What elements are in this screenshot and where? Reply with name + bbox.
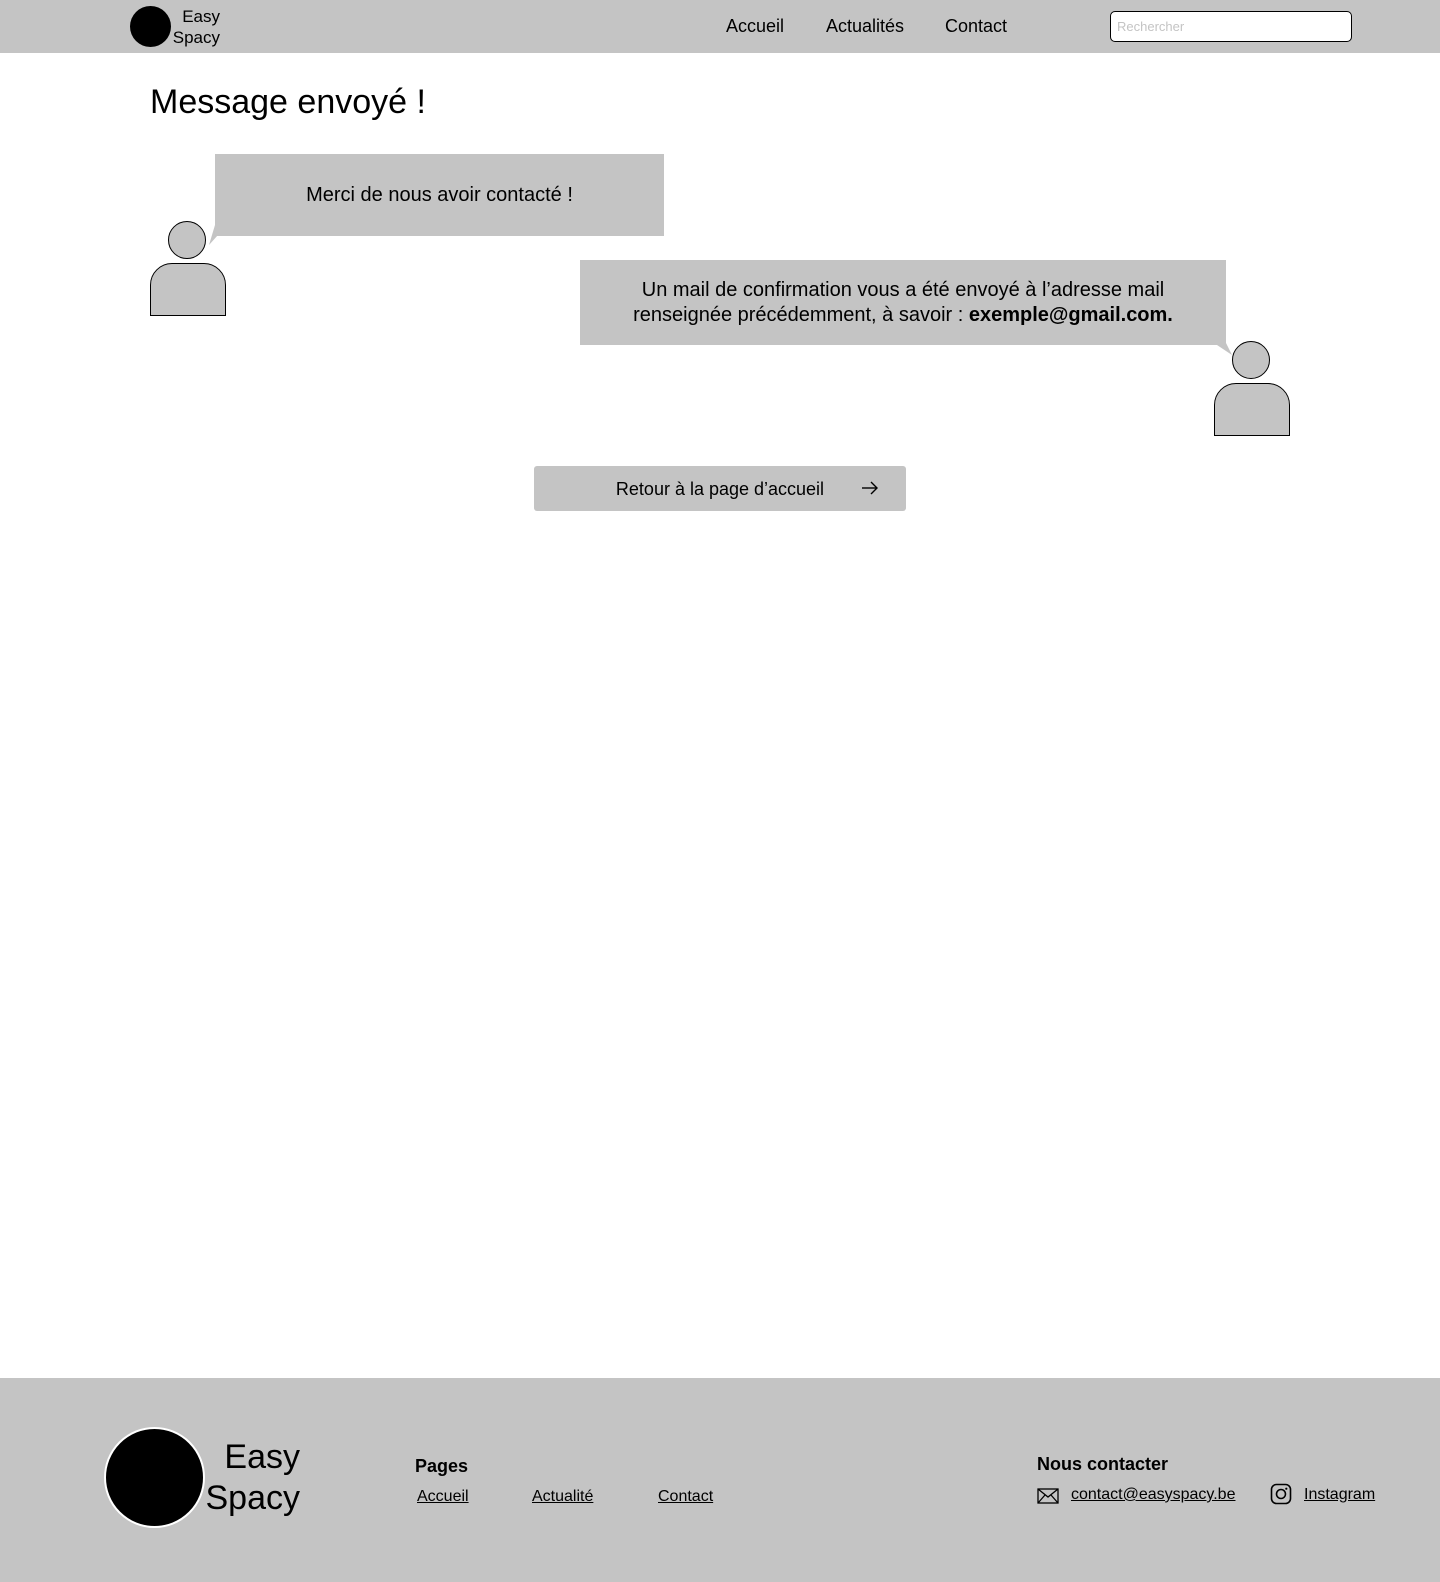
footer-brand-name: Easy Spacy bbox=[196, 1437, 301, 1519]
brand-name-line-1: Easy bbox=[182, 7, 220, 26]
user-avatar-right bbox=[1214, 341, 1290, 436]
top-nav-bar: Easy Spacy Accueil Actualités Contact bbox=[0, 0, 1440, 53]
footer-brand-name-line-2: Spacy bbox=[205, 1479, 301, 1517]
footer-instagram-link[interactable]: Instagram bbox=[1304, 1486, 1376, 1503]
speech-bubble-confirmation: Un mail de confirmation vous a été envoy… bbox=[580, 260, 1226, 345]
brand-name-line-2: Spacy bbox=[172, 28, 220, 47]
footer-logo-circle bbox=[104, 1427, 205, 1528]
footer-contact-heading: Nous contacter bbox=[1037, 1454, 1169, 1474]
footer-link-contact[interactable]: Contact bbox=[658, 1488, 714, 1505]
speech-bubble-thanks-text: Merci de nous avoir contacté ! bbox=[306, 184, 573, 206]
brand-logo[interactable]: Easy Spacy bbox=[130, 6, 240, 48]
avatar-head bbox=[168, 221, 206, 259]
footer-email-link[interactable]: contact@easyspacy.be bbox=[1071, 1486, 1236, 1503]
avatar-body bbox=[150, 263, 226, 316]
page-title: Message envoyé ! bbox=[150, 83, 426, 121]
nav-link-accueil[interactable]: Accueil bbox=[726, 16, 785, 36]
footer-link-actualite[interactable]: Actualité bbox=[532, 1488, 594, 1505]
avatar-head bbox=[1232, 341, 1270, 379]
footer-brand-name-line-1: Easy bbox=[224, 1438, 300, 1476]
logo-circle bbox=[130, 6, 171, 47]
footer-link-accueil[interactable]: Accueil bbox=[417, 1488, 469, 1505]
search-input[interactable] bbox=[1110, 11, 1352, 42]
nav-link-contact[interactable]: Contact bbox=[945, 16, 1008, 36]
speech-bubble-confirmation-text: Un mail de confirmation vous a été envoy… bbox=[600, 278, 1206, 328]
footer-pages-heading: Pages bbox=[415, 1456, 469, 1476]
brand-name: Easy Spacy bbox=[170, 6, 220, 48]
speech-bubble-thanks: Merci de nous avoir contacté ! bbox=[215, 154, 664, 236]
confirmation-message: Un mail de confirmation vous a été envoy… bbox=[633, 278, 1165, 326]
back-to-home-button[interactable]: Retour à la page d’accueil bbox=[534, 466, 906, 511]
user-avatar-left bbox=[150, 221, 226, 316]
avatar-body bbox=[1214, 383, 1290, 436]
back-to-home-label: Retour à la page d’accueil bbox=[615, 479, 825, 499]
nav-link-actualites[interactable]: Actualités bbox=[826, 16, 905, 36]
instagram-icon bbox=[1270, 1483, 1292, 1505]
confirmation-email: exemple@gmail.com. bbox=[968, 303, 1173, 326]
mail-icon bbox=[1037, 1488, 1059, 1504]
arrow-right-icon bbox=[862, 481, 878, 495]
footer: Easy Spacy Pages Accueil Actualité Conta… bbox=[0, 1378, 1440, 1582]
